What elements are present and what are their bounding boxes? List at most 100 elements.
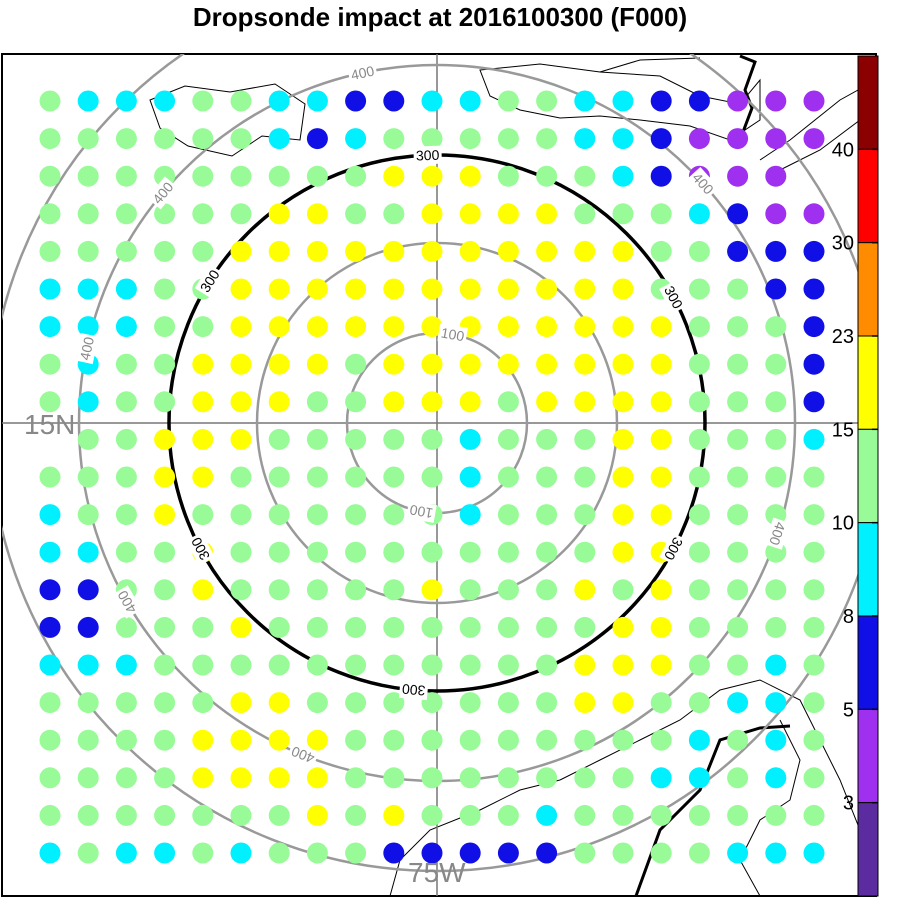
impact-dot-15-23: [612, 466, 634, 488]
impact-dot-15-23: [612, 353, 634, 375]
ring-label-bg: [75, 333, 99, 365]
impact-dot-15-23: [230, 692, 252, 714]
impact-dot-10-15: [115, 165, 137, 187]
colorbar-tick-label: 15: [832, 419, 854, 441]
impact-dot-8-10: [727, 692, 749, 714]
ring-label-bg: [194, 264, 225, 298]
impact-dot-10-15: [536, 579, 558, 601]
impact-dot-10-15: [727, 541, 749, 563]
impact-dot-15-23: [306, 804, 328, 826]
impact-dot-10-15: [765, 353, 787, 375]
impact-dot-10-15: [154, 391, 176, 413]
impact-dot-10-15: [497, 165, 519, 187]
impact-dot-10-15: [421, 428, 443, 450]
impact-dot-15-23: [345, 240, 367, 262]
impact-dot-8-10: [268, 90, 290, 112]
impact-dot-3-5: [803, 128, 825, 150]
impact-dot-10-15: [230, 203, 252, 225]
impact-dot-10-15: [459, 729, 481, 751]
impact-dot-10-15: [612, 767, 634, 789]
impact-dot-8-10: [688, 203, 710, 225]
impact-dot-10-15: [154, 353, 176, 375]
impact-dot-10-15: [459, 128, 481, 150]
impact-dot-10-15: [727, 767, 749, 789]
impact-dot-15-23: [306, 203, 328, 225]
impact-dot-15-23: [230, 767, 252, 789]
impact-dot-10-15: [459, 804, 481, 826]
impact-dot-10-15: [612, 579, 634, 601]
impact-dot-15-23: [230, 316, 252, 338]
impact-dot-15-23: [536, 391, 558, 413]
impact-dot-10-15: [727, 804, 749, 826]
impact-dot-10-15: [383, 616, 405, 638]
impact-dot-10-15: [268, 466, 290, 488]
impact-dot-10-15: [497, 504, 519, 526]
ring-label-bg: [185, 532, 215, 566]
impact-dot-10-15: [230, 804, 252, 826]
impact-dot-15-23: [383, 316, 405, 338]
impact-dot-10-15: [345, 616, 367, 638]
impact-dot-10-15: [536, 165, 558, 187]
impact-dot-10-15: [688, 616, 710, 638]
impact-dot-15-23: [421, 240, 443, 262]
ring-label-100: 100: [440, 324, 466, 344]
impact-dot-15-23: [650, 353, 672, 375]
impact-dot-10-15: [306, 692, 328, 714]
impact-dot-10-15: [39, 165, 61, 187]
impact-dot-10-15: [77, 240, 99, 262]
impact-dot-15-23: [421, 278, 443, 300]
impact-dot-10-15: [230, 165, 252, 187]
impact-dot-15-23: [650, 654, 672, 676]
impact-dot-10-15: [39, 90, 61, 112]
impact-dot-8-10: [612, 165, 634, 187]
impact-dot-10-15: [115, 692, 137, 714]
impact-dot-10-15: [230, 541, 252, 563]
impact-dot-8-10: [650, 767, 672, 789]
impact-dot-15-23: [230, 616, 252, 638]
impact-dot-10-15: [345, 353, 367, 375]
impact-dot-8-10: [115, 90, 137, 112]
impact-dot-8-10: [459, 428, 481, 450]
impact-dot-15-23: [650, 428, 672, 450]
impact-dot-15-23: [421, 353, 443, 375]
impact-dot-10-15: [459, 654, 481, 676]
impact-dot-8-10: [803, 428, 825, 450]
impact-dot-15-23: [536, 203, 558, 225]
impact-dot-10-15: [154, 729, 176, 751]
impact-dot-8-10: [39, 504, 61, 526]
impact-dot-10-15: [765, 466, 787, 488]
impact-dot-10-15: [77, 504, 99, 526]
impact-dot-8-10: [459, 466, 481, 488]
impact-dot-5-8: [650, 90, 672, 112]
impact-dot-10-15: [115, 729, 137, 751]
impact-dot-8-10: [39, 654, 61, 676]
impact-dot-15-23: [268, 316, 290, 338]
colorbar-tick-label: 30: [832, 233, 854, 255]
impact-dot-10-15: [77, 692, 99, 714]
impact-dot-10-15: [154, 240, 176, 262]
impact-dot-15-23: [306, 353, 328, 375]
impact-dot-8-10: [115, 842, 137, 864]
impact-dot-10-15: [727, 316, 749, 338]
impact-dot-10-15: [154, 278, 176, 300]
impact-dot-10-15: [77, 428, 99, 450]
impact-dot-10-15: [459, 616, 481, 638]
impact-dot-10-15: [765, 616, 787, 638]
ring-label-bg: [347, 61, 379, 85]
impact-dot-10-15: [39, 203, 61, 225]
range-ring-500: [2, 54, 876, 873]
impact-dot-10-15: [803, 579, 825, 601]
impact-dot-10-15: [574, 504, 596, 526]
impact-dot-15-23: [230, 353, 252, 375]
impact-dot-10-15: [192, 128, 214, 150]
impact-dot-10-15: [536, 428, 558, 450]
impact-dot-15-23: [536, 316, 558, 338]
impact-dot-10-15: [650, 692, 672, 714]
impact-dot-10-15: [268, 654, 290, 676]
impact-dot-15-23: [612, 391, 634, 413]
impact-dot-15-23: [230, 391, 252, 413]
impact-dot-10-15: [345, 203, 367, 225]
impact-dot-10-15: [574, 428, 596, 450]
impact-dot-10-15: [612, 842, 634, 864]
impact-dot-15-23: [268, 353, 290, 375]
